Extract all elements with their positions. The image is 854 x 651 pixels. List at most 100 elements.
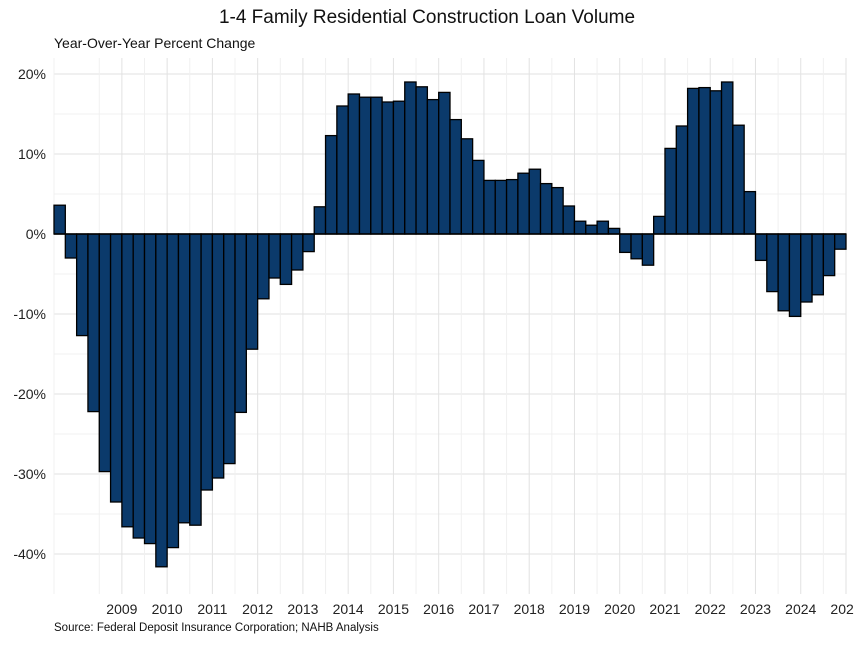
chart-subtitle: Year-Over-Year Percent Change xyxy=(54,35,256,51)
bar xyxy=(585,224,598,235)
bar xyxy=(607,227,621,235)
x-tick-label: 2012 xyxy=(242,601,273,617)
bar xyxy=(426,98,440,235)
bar xyxy=(290,233,304,271)
x-axis-tick-labels: 2009 2010 2011 2012 2013 2014 2015 2016 2017 2018… xyxy=(106,601,854,617)
bar xyxy=(347,93,361,235)
y-tick-label: 10% xyxy=(18,146,46,162)
bar xyxy=(686,87,700,235)
bar xyxy=(811,233,825,296)
bar xyxy=(743,190,757,235)
bar xyxy=(471,159,485,235)
bar xyxy=(551,186,564,235)
bar xyxy=(132,233,146,539)
bar xyxy=(732,124,745,235)
x-tick-label: 2020 xyxy=(604,601,635,617)
x-tick-label: 2011 xyxy=(197,601,227,617)
x-tick-label: 2009 xyxy=(106,601,137,617)
x-tick-label: 2022 xyxy=(695,601,726,617)
bar xyxy=(268,233,281,279)
source-note: Source: Federal Deposit Insurance Corpor… xyxy=(54,622,379,634)
bar xyxy=(619,233,632,254)
bar xyxy=(415,86,429,235)
bar xyxy=(381,101,395,235)
bar xyxy=(177,233,191,524)
x-tick-label: 2024 xyxy=(785,601,816,617)
bar xyxy=(234,233,247,414)
bar xyxy=(754,233,768,262)
bar xyxy=(302,233,315,253)
bar xyxy=(800,233,813,303)
bar xyxy=(788,233,802,318)
bar xyxy=(517,172,530,235)
bar xyxy=(653,215,666,235)
x-tick-label: 2014 xyxy=(333,601,364,617)
bar xyxy=(313,206,327,235)
bar xyxy=(698,86,711,235)
bar xyxy=(709,90,723,235)
bar xyxy=(720,81,734,235)
x-tick-label: 2025 xyxy=(830,601,854,617)
bar xyxy=(257,233,270,300)
bar xyxy=(539,182,553,235)
bar xyxy=(245,233,259,350)
bar xyxy=(641,233,655,266)
x-tick-label: 2010 xyxy=(152,601,183,617)
bar xyxy=(596,220,610,235)
bar xyxy=(675,125,689,235)
bar xyxy=(392,100,406,235)
bar xyxy=(279,233,293,286)
bar xyxy=(358,96,372,235)
bar xyxy=(449,118,462,235)
x-tick-label: 2018 xyxy=(514,601,545,617)
bar xyxy=(211,233,225,479)
bar xyxy=(109,233,123,503)
bar xyxy=(834,233,847,250)
bar xyxy=(155,233,168,568)
y-tick-label: 20% xyxy=(18,66,46,82)
bar xyxy=(822,233,836,277)
bar xyxy=(223,233,236,465)
y-tick-label: -10% xyxy=(13,306,46,322)
x-tick-label: 2017 xyxy=(468,601,499,617)
bar xyxy=(404,81,417,235)
x-tick-label: 2023 xyxy=(740,601,771,617)
bar xyxy=(528,168,542,235)
bar xyxy=(121,233,134,528)
bar xyxy=(630,233,643,260)
bar xyxy=(87,233,100,413)
bar xyxy=(98,233,112,473)
bar xyxy=(370,96,383,235)
bar xyxy=(664,147,677,235)
bar xyxy=(324,134,338,235)
x-tick-label: 2019 xyxy=(559,601,590,617)
y-tick-label: -20% xyxy=(13,386,46,402)
bar-series xyxy=(53,81,847,568)
bar xyxy=(438,91,451,235)
chart-title: 1-4 Family Residential Construction Loan… xyxy=(218,7,636,28)
bar xyxy=(777,233,791,312)
bar xyxy=(460,138,474,235)
bar xyxy=(573,220,587,235)
bar xyxy=(483,179,496,235)
bar xyxy=(766,233,779,293)
y-tick-label: -30% xyxy=(13,466,46,482)
bar xyxy=(143,233,157,545)
bar xyxy=(75,233,89,337)
y-tick-label: -40% xyxy=(13,546,46,562)
x-tick-label: 2021 xyxy=(649,601,680,617)
bar xyxy=(562,205,576,235)
bar xyxy=(189,233,202,526)
bar xyxy=(166,233,180,549)
bar xyxy=(336,105,349,235)
bar xyxy=(505,178,519,235)
y-axis-tick-labels: 20% 10% 0% -10% -20% -30% -40% xyxy=(13,66,46,562)
x-tick-label: 2016 xyxy=(423,601,454,617)
bar xyxy=(53,204,66,235)
y-tick-label: 0% xyxy=(26,226,46,242)
x-tick-label: 2013 xyxy=(287,601,318,617)
bar xyxy=(494,179,508,235)
x-tick-label: 2015 xyxy=(378,601,409,617)
bar xyxy=(200,233,214,491)
